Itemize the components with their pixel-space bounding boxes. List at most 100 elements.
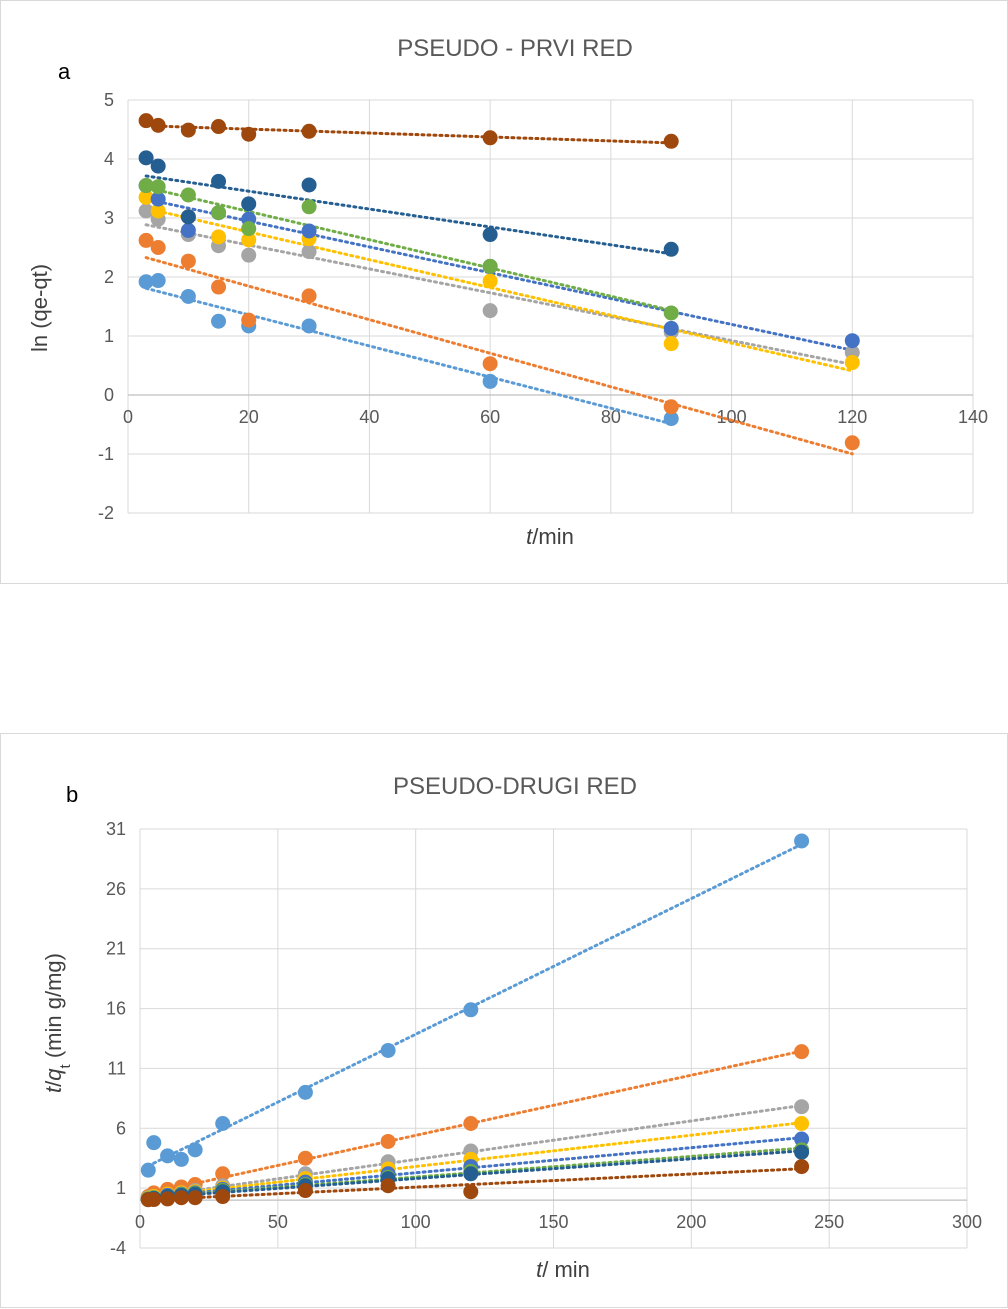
chart-a-point xyxy=(844,355,860,371)
chart-a-point xyxy=(301,244,317,260)
chart-a-point xyxy=(844,333,860,349)
chart-a-point xyxy=(241,221,257,237)
chart-b-point xyxy=(173,1151,189,1167)
chart-b-ytick-label: 31 xyxy=(106,819,126,839)
chart-a-point xyxy=(482,273,498,289)
chart-a-point xyxy=(211,313,227,329)
chart-a-point xyxy=(241,126,257,142)
chart-a-point xyxy=(180,222,196,238)
chart-b-xtick-label: 200 xyxy=(676,1212,706,1232)
chart-b-point xyxy=(794,1115,810,1131)
chart-a-point xyxy=(138,274,154,290)
chart-a-series-6 xyxy=(138,178,679,321)
chart-a-point xyxy=(663,305,679,321)
chart-b-point xyxy=(794,1044,810,1060)
chart-b-point xyxy=(215,1115,231,1131)
chart-a-point xyxy=(138,232,154,248)
chart-a-point xyxy=(180,122,196,138)
chart-a-point xyxy=(150,158,166,174)
chart-a-xtick-label: 40 xyxy=(359,407,379,427)
chart-b-ytick-label: 26 xyxy=(106,879,126,899)
chart-a-point xyxy=(211,229,227,245)
chart-a-trendlines xyxy=(144,124,854,456)
chart-a-point xyxy=(301,288,317,304)
chart-a-ytick-label: 2 xyxy=(104,267,114,287)
chart-a-point xyxy=(241,196,257,212)
chart-b-point xyxy=(463,1184,479,1200)
chart-a-point xyxy=(150,273,166,289)
chart-b-point xyxy=(463,1166,479,1182)
chart-b-xtick-label: 250 xyxy=(814,1212,844,1232)
chart-a-xtick-label: 120 xyxy=(837,407,867,427)
chart-b-xtick-label: 300 xyxy=(952,1212,982,1232)
chart-a-point xyxy=(663,411,679,427)
chart-a-point xyxy=(150,191,166,207)
chart-b-point xyxy=(297,1084,313,1100)
chart-b-ytick-label: 6 xyxy=(116,1118,126,1138)
chart-a-point xyxy=(150,203,166,219)
chart-a-point xyxy=(150,179,166,195)
chart-a-trendline-7 xyxy=(144,174,673,256)
chart-b-point xyxy=(380,1042,396,1058)
chart-a-x-axis-title: t/min xyxy=(526,524,574,549)
chart-a-point xyxy=(138,150,154,166)
chart-a-point xyxy=(211,279,227,295)
chart-a-xtick-label: 60 xyxy=(480,407,500,427)
chart-a-point xyxy=(301,177,317,193)
chart-a-point xyxy=(482,303,498,319)
chart-a-trendline-6 xyxy=(144,185,673,312)
chart-a-point xyxy=(138,178,154,194)
chart-a-xtick-label: 140 xyxy=(958,407,988,427)
chart-b-point xyxy=(794,1099,810,1115)
chart-b-xtick-label: 100 xyxy=(401,1212,431,1232)
chart-a-ytick-label: 4 xyxy=(104,149,114,169)
chart-a-series-7 xyxy=(138,150,679,257)
chart-b-y-axis-title: t/qt (min g/mg) xyxy=(41,953,74,1093)
chart-a-point xyxy=(301,123,317,139)
chart-b-ytick-label: 21 xyxy=(106,939,126,959)
chart-a-point xyxy=(482,130,498,146)
chart-a-point xyxy=(180,187,196,203)
chart-b-x-axis-title: t/ min xyxy=(536,1257,590,1282)
chart-a-ytick-label: -1 xyxy=(98,444,114,464)
chart-b-point xyxy=(297,1150,313,1166)
chart-a-point xyxy=(211,173,227,189)
chart-b-grid xyxy=(139,828,968,1249)
chart-b-ytick-label: 1 xyxy=(116,1178,126,1198)
chart-a-xtick-label: 0 xyxy=(123,407,133,427)
chart-b-trendline-2 xyxy=(146,1049,804,1196)
chart-a-point xyxy=(482,356,498,372)
chart-a-trendline-2 xyxy=(144,256,854,456)
chart-b-point xyxy=(794,1159,810,1175)
chart-a-point xyxy=(663,336,679,352)
chart-b-point xyxy=(463,1002,479,1018)
chart-a-trendline-8 xyxy=(144,124,673,145)
chart-a-series-4 xyxy=(138,189,860,371)
chart-a-xtick-label: 20 xyxy=(239,407,259,427)
chart-a-point xyxy=(301,318,317,334)
chart-b-trendline-5 xyxy=(146,1136,804,1199)
chart-b-series-1 xyxy=(140,833,810,1178)
chart-b-point xyxy=(160,1191,176,1207)
chart-a-point xyxy=(301,223,317,239)
chart-a-title: PSEUDO - PRVI RED xyxy=(397,35,633,62)
chart-b-point xyxy=(160,1148,176,1164)
chart-b-title: PSEUDO-DRUGI RED xyxy=(393,773,637,800)
chart-b-panel: -4 1 6 11 16 21 26 31 0 50 100 150 200 250 300 PSEUDO-D… xyxy=(0,733,1008,1308)
chart-b-point xyxy=(794,1131,810,1147)
chart-a-trendline-4 xyxy=(144,206,854,373)
chart-a-ytick-label: -2 xyxy=(98,503,114,523)
chart-b-ytick-label: 11 xyxy=(107,1058,126,1078)
chart-a-point xyxy=(241,312,257,328)
chart-b-point xyxy=(187,1190,203,1206)
chart-a-point xyxy=(211,119,227,135)
chart-b-point xyxy=(794,1144,810,1160)
chart-b-point xyxy=(146,1192,162,1208)
chart-a-xtick-label: 80 xyxy=(601,407,621,427)
chart-b-point xyxy=(794,833,810,849)
chart-b-series-8 xyxy=(140,1159,810,1208)
chart-b-trendline-7 xyxy=(146,1149,804,1200)
chart-a-point xyxy=(663,399,679,415)
